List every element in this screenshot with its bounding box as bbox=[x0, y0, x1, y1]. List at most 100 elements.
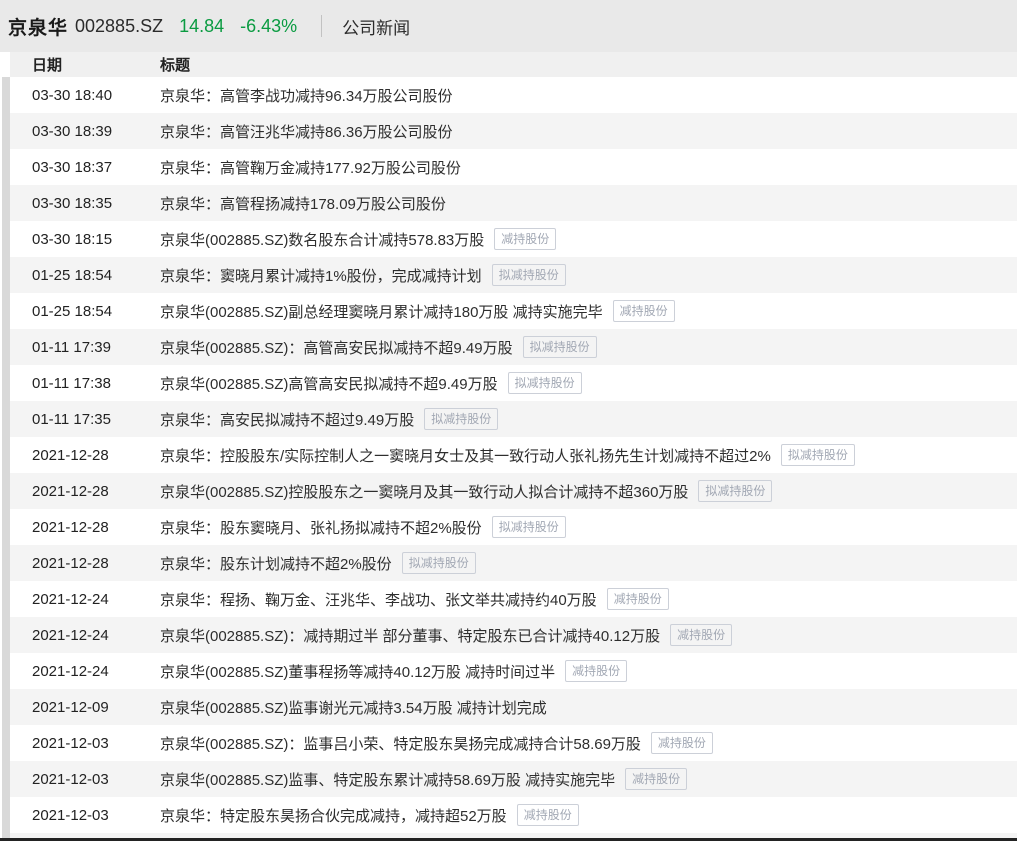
news-row[interactable]: 2021-12-28 京泉华：控股股东/实际控制人之一窦晓月女士及其一致行动人张… bbox=[10, 437, 1017, 473]
news-tag-badge: 减持股份 bbox=[612, 300, 675, 322]
news-row[interactable]: 03-30 18:37 京泉华：高管鞠万金减持177.92万股公司股份 bbox=[10, 149, 1017, 185]
news-date: 2021-12-24 bbox=[32, 626, 109, 644]
news-title-text[interactable]: 京泉华(002885.SZ)：监事吕小荣、特定股东昊扬完成减持合计58.69万股 bbox=[160, 735, 641, 753]
news-date: 2021-12-03 bbox=[32, 806, 109, 824]
news-date: 2021-12-28 bbox=[32, 482, 109, 500]
news-row[interactable]: 2021-12-24 京泉华(002885.SZ)董事程扬等减持40.12万股 … bbox=[10, 653, 1017, 689]
news-tag-badge: 减持股份 bbox=[516, 804, 579, 826]
news-row[interactable]: 03-30 18:35 京泉华：高管程扬减持178.09万股公司股份 bbox=[10, 185, 1017, 221]
news-row[interactable]: 2021-12-03 京泉华(002885.SZ)：监事吕小荣、特定股东昊扬完成… bbox=[10, 725, 1017, 761]
news-tag-badge: 拟减持股份 bbox=[698, 480, 773, 502]
stock-change-percent: -6.43% bbox=[240, 15, 298, 36]
vertical-scrollbar-thumb[interactable] bbox=[2, 52, 10, 77]
news-title-text[interactable]: 京泉华(002885.SZ)监事谢光元减持3.54万股 减持计划完成 bbox=[160, 699, 547, 717]
section-title-company-news: 公司新闻 bbox=[342, 18, 411, 38]
news-date: 2021-12-24 bbox=[32, 662, 109, 680]
news-row[interactable]: 2021-12-28 京泉华(002885.SZ)控股股东之一窦晓月及其一致行动… bbox=[10, 473, 1017, 509]
news-title-cell: 京泉华(002885.SZ)控股股东之一窦晓月及其一致行动人拟合计减持不超360… bbox=[160, 480, 1017, 502]
news-row[interactable]: 03-30 18:39 京泉华：高管汪兆华减持86.36万股公司股份 bbox=[10, 113, 1017, 149]
news-title-text[interactable]: 京泉华(002885.SZ)数名股东合计减持578.83万股 bbox=[160, 231, 485, 249]
news-date: 03-30 18:35 bbox=[32, 194, 113, 212]
news-date: 01-11 17:35 bbox=[32, 410, 111, 428]
news-title-text[interactable]: 京泉华：高管程扬减持178.09万股公司股份 bbox=[160, 195, 446, 213]
news-row[interactable]: 01-11 17:38 京泉华(002885.SZ)高管高安民拟减持不超9.49… bbox=[10, 365, 1017, 401]
news-row[interactable]: 2021-12-03 京泉华：特定股东昊扬合伙完成减持，减持超52万股 减持股份 bbox=[10, 797, 1017, 833]
stock-price: 14.84 bbox=[179, 15, 225, 36]
news-row[interactable]: 03-30 18:15 京泉华(002885.SZ)数名股东合计减持578.83… bbox=[10, 221, 1017, 257]
news-tag-badge: 拟减持股份 bbox=[522, 336, 597, 358]
news-date: 01-11 17:38 bbox=[32, 374, 111, 392]
news-title-cell: 京泉华(002885.SZ)数名股东合计减持578.83万股 减持股份 bbox=[160, 228, 1017, 250]
news-date: 01-11 17:39 bbox=[32, 338, 111, 356]
news-tag-badge: 拟减持股份 bbox=[491, 264, 566, 286]
news-title-cell: 京泉华：程扬、鞠万金、汪兆华、李战功、张文举共减持约40万股 减持股份 bbox=[160, 588, 1017, 610]
news-title-text[interactable]: 京泉华(002885.SZ)副总经理窦晓月累计减持180万股 减持实施完毕 bbox=[160, 303, 603, 321]
news-date: 2021-12-28 bbox=[32, 554, 109, 572]
news-tag-badge: 拟减持股份 bbox=[491, 516, 566, 538]
news-row[interactable]: 2021-12-09 京泉华(002885.SZ)监事谢光元减持3.54万股 减… bbox=[10, 689, 1017, 725]
news-tag-badge: 减持股份 bbox=[625, 768, 688, 790]
news-date: 2021-12-24 bbox=[32, 590, 109, 608]
news-title-cell: 京泉华(002885.SZ)副总经理窦晓月累计减持180万股 减持实施完毕 减持… bbox=[160, 300, 1017, 322]
news-title-text[interactable]: 京泉华(002885.SZ)监事、特定股东累计减持58.69万股 减持实施完毕 bbox=[160, 771, 616, 789]
window-bottom-edge bbox=[0, 838, 1017, 841]
news-tag-badge: 拟减持股份 bbox=[424, 408, 499, 430]
news-date: 2021-12-03 bbox=[32, 770, 109, 788]
news-row[interactable]: 01-25 18:54 京泉华：窦晓月累计减持1%股份，完成减持计划 拟减持股份 bbox=[10, 257, 1017, 293]
news-title-text[interactable]: 京泉华(002885.SZ)控股股东之一窦晓月及其一致行动人拟合计减持不超360… bbox=[160, 483, 689, 501]
news-title-text[interactable]: 京泉华：股东窦晓月、张礼扬拟减持不超2%股份 bbox=[160, 519, 482, 537]
news-title-text[interactable]: 京泉华：股东计划减持不超2%股份 bbox=[160, 555, 392, 573]
news-title-cell: 京泉华(002885.SZ)：监事吕小荣、特定股东昊扬完成减持合计58.69万股… bbox=[160, 732, 1017, 754]
news-date: 01-25 18:54 bbox=[32, 302, 113, 320]
news-title-cell: 京泉华：控股股东/实际控制人之一窦晓月女士及其一致行动人张礼扬先生计划减持不超过… bbox=[160, 444, 1017, 466]
news-title-text[interactable]: 京泉华(002885.SZ)：高管高安民拟减持不超9.49万股 bbox=[160, 339, 513, 357]
news-title-cell: 京泉华(002885.SZ)：减持期过半 部分董事、特定股东已合计减持40.12… bbox=[160, 624, 1017, 646]
news-title-cell: 京泉华(002885.SZ)监事、特定股东累计减持58.69万股 减持实施完毕 … bbox=[160, 768, 1017, 790]
stock-name: 京泉华 bbox=[8, 17, 69, 39]
news-date: 2021-12-09 bbox=[32, 698, 109, 716]
company-news-table: 日期 标题 03-30 18:40 京泉华：高管李战功减持96.34万股公司股份… bbox=[10, 52, 1017, 833]
partial-next-row bbox=[10, 833, 1017, 838]
news-title-text[interactable]: 京泉华：控股股东/实际控制人之一窦晓月女士及其一致行动人张礼扬先生计划减持不超过… bbox=[160, 447, 771, 465]
news-tag-badge: 减持股份 bbox=[494, 228, 557, 250]
news-list: 03-30 18:40 京泉华：高管李战功减持96.34万股公司股份 03-30… bbox=[10, 77, 1017, 833]
news-title-text[interactable]: 京泉华：窦晓月累计减持1%股份，完成减持计划 bbox=[160, 267, 482, 285]
news-title-text[interactable]: 京泉华：特定股东昊扬合伙完成减持，减持超52万股 bbox=[160, 807, 507, 825]
news-row[interactable]: 2021-12-28 京泉华：股东计划减持不超2%股份 拟减持股份 bbox=[10, 545, 1017, 581]
news-date: 03-30 18:15 bbox=[32, 230, 113, 248]
news-title-cell: 京泉华(002885.SZ)董事程扬等减持40.12万股 减持时间过半 减持股份 bbox=[160, 660, 1017, 682]
news-title-text[interactable]: 京泉华(002885.SZ)董事程扬等减持40.12万股 减持时间过半 bbox=[160, 663, 556, 681]
news-title-cell: 京泉华(002885.SZ)高管高安民拟减持不超9.49万股 拟减持股份 bbox=[160, 372, 1017, 394]
news-title-text[interactable]: 京泉华(002885.SZ)高管高安民拟减持不超9.49万股 bbox=[160, 375, 498, 393]
news-title-text[interactable]: 京泉华：高管李战功减持96.34万股公司股份 bbox=[160, 87, 453, 105]
news-title-cell: 京泉华：高管程扬减持178.09万股公司股份 bbox=[160, 193, 1017, 214]
news-row[interactable]: 01-11 17:39 京泉华(002885.SZ)：高管高安民拟减持不超9.4… bbox=[10, 329, 1017, 365]
news-row[interactable]: 2021-12-24 京泉华(002885.SZ)：减持期过半 部分董事、特定股… bbox=[10, 617, 1017, 653]
news-tag-badge: 拟减持股份 bbox=[507, 372, 582, 394]
news-tag-badge: 减持股份 bbox=[606, 588, 669, 610]
news-tag-badge: 减持股份 bbox=[650, 732, 713, 754]
news-date: 01-25 18:54 bbox=[32, 266, 113, 284]
news-title-text[interactable]: 京泉华：高安民拟减持不超过9.49万股 bbox=[160, 411, 415, 429]
news-title-text[interactable]: 京泉华：高管鞠万金减持177.92万股公司股份 bbox=[160, 159, 461, 177]
news-title-cell: 京泉华(002885.SZ)监事谢光元减持3.54万股 减持计划完成 bbox=[160, 697, 1017, 718]
news-row[interactable]: 01-11 17:35 京泉华：高安民拟减持不超过9.49万股 拟减持股份 bbox=[10, 401, 1017, 437]
news-row[interactable]: 2021-12-03 京泉华(002885.SZ)监事、特定股东累计减持58.6… bbox=[10, 761, 1017, 797]
news-row[interactable]: 03-30 18:40 京泉华：高管李战功减持96.34万股公司股份 bbox=[10, 77, 1017, 113]
stock-code: 002885.SZ bbox=[75, 15, 164, 36]
news-title-text[interactable]: 京泉华：高管汪兆华减持86.36万股公司股份 bbox=[160, 123, 453, 141]
news-row[interactable]: 2021-12-24 京泉华：程扬、鞠万金、汪兆华、李战功、张文举共减持约40万… bbox=[10, 581, 1017, 617]
news-title-cell: 京泉华：高管李战功减持96.34万股公司股份 bbox=[160, 85, 1017, 106]
news-title-cell: 京泉华(002885.SZ)：高管高安民拟减持不超9.49万股 拟减持股份 bbox=[160, 336, 1017, 358]
news-title-cell: 京泉华：窦晓月累计减持1%股份，完成减持计划 拟减持股份 bbox=[160, 264, 1017, 286]
news-title-text[interactable]: 京泉华(002885.SZ)：减持期过半 部分董事、特定股东已合计减持40.12… bbox=[160, 627, 661, 645]
news-title-cell: 京泉华：高管汪兆华减持86.36万股公司股份 bbox=[160, 121, 1017, 142]
column-header-date: 日期 bbox=[32, 57, 63, 74]
vertical-scrollbar-track[interactable] bbox=[2, 52, 10, 841]
news-date: 03-30 18:39 bbox=[32, 122, 113, 140]
news-tag-badge: 拟减持股份 bbox=[401, 552, 476, 574]
news-tag-badge: 拟减持股份 bbox=[780, 444, 855, 466]
news-row[interactable]: 2021-12-28 京泉华：股东窦晓月、张礼扬拟减持不超2%股份 拟减持股份 bbox=[10, 509, 1017, 545]
news-row[interactable]: 01-25 18:54 京泉华(002885.SZ)副总经理窦晓月累计减持180… bbox=[10, 293, 1017, 329]
news-title-text[interactable]: 京泉华：程扬、鞠万金、汪兆华、李战功、张文举共减持约40万股 bbox=[160, 591, 597, 609]
